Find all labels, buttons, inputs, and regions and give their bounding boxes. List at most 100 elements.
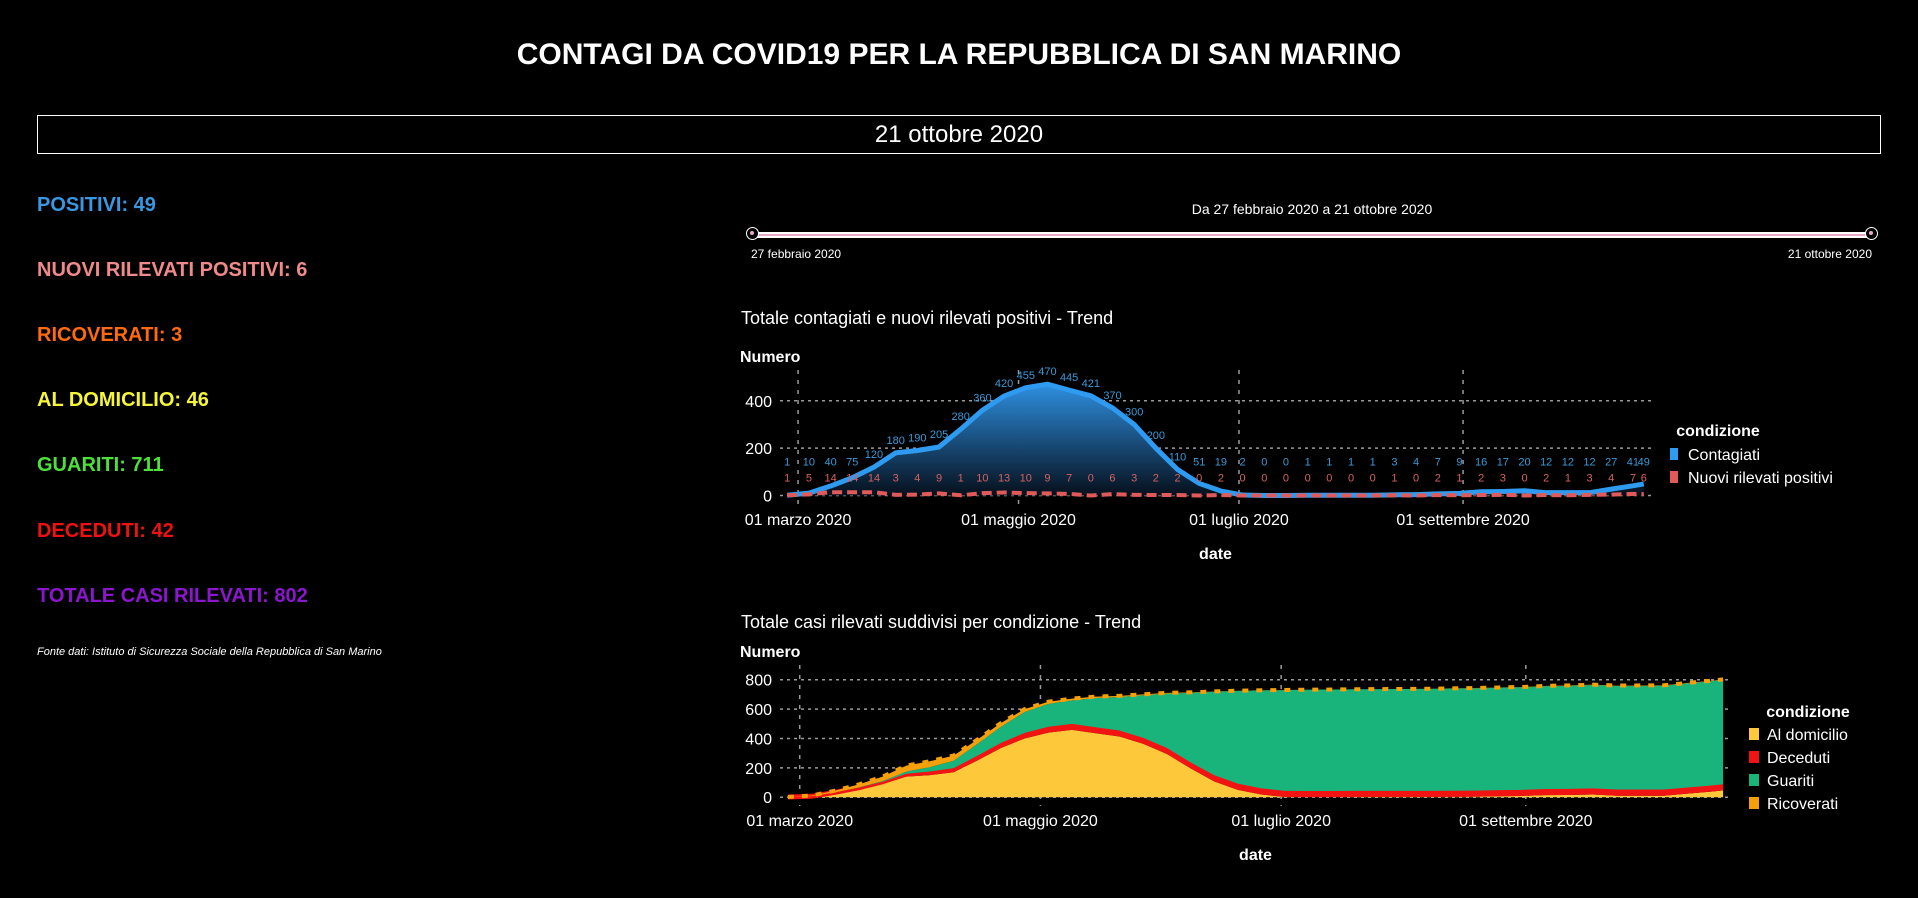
x-tick-label: 01 luglio 2020 [1189,512,1289,529]
area-al-domicilio [787,729,1724,798]
nuovi-data-label: 0 [1326,473,1332,485]
contagiati-data-label: 27 [1605,457,1617,469]
date-range-label: Da 27 febbraio 2020 a 21 ottobre 2020 [1191,201,1433,217]
slider-end-handle[interactable] [1865,227,1878,240]
contagiati-data-label: 421 [1082,378,1100,390]
nuovi-data-label: 2 [1174,473,1180,485]
contagiati-data-label: 1 [1326,457,1332,469]
legend-swatch [1749,797,1759,809]
date-range-slider[interactable] [746,226,1878,244]
stat-ricoverati: RICOVERATI: 3 [37,324,183,346]
contagiati-data-label: 300 [1125,406,1143,418]
contagiati-data-label: 190 [908,433,926,445]
contagiati-data-label: 17 [1497,457,1509,469]
contagiati-data-label: 1 [784,457,790,469]
nuovi-data-label: 6 [1641,473,1647,485]
contagiati-data-label: 12 [1583,457,1595,469]
nuovi-data-label: 7 [1066,473,1072,485]
nuovi-data-label: 9 [936,473,942,485]
contagiati-data-label: 280 [952,411,970,423]
contagiati-data-label: 7 [1435,457,1441,469]
slider-start-label: 27 febbraio 2020 [751,247,842,261]
contagiati-data-label: 360 [973,392,991,404]
nuovi-data-label: 10 [976,473,988,485]
y-tick-label: 400 [745,731,772,748]
contagiati-data-label: 0 [1261,457,1267,469]
nuovi-data-label: 0 [1088,473,1094,485]
x-tick-label: 01 luglio 2020 [1231,813,1331,830]
legend-item: Nuovi rilevati positivi [1688,470,1833,487]
legend-item: Deceduti [1767,750,1830,767]
y-tick-label: 600 [745,702,772,719]
slider-start-handle[interactable] [746,227,759,240]
contagiati-data-label: 370 [1103,390,1121,402]
contagiati-data-label: 470 [1038,366,1056,378]
x-tick-label: 01 settembre 2020 [1396,512,1530,529]
contagiati-data-label: 110 [1169,451,1187,463]
nuovi-data-label: 2 [1478,473,1484,485]
nuovi-data-label: 2 [1153,473,1159,485]
contagiati-data-label: 420 [995,378,1013,390]
x-tick-label: 01 maggio 2020 [961,512,1076,529]
nuovi-data-label: 14 [846,473,858,485]
slider-track[interactable] [752,232,1872,238]
nuovi-data-label: 2 [1543,473,1549,485]
x-tick-label: 01 maggio 2020 [983,813,1098,830]
contagiati-data-label: 51 [1193,457,1205,469]
x-tick-label: 01 marzo 2020 [745,512,852,529]
y-axis-title: Numero [740,644,801,661]
y-axis-title: Numero [740,349,801,366]
y-tick-label: 400 [745,394,772,411]
stat-nuovi-rilevati: NUOVI RILEVATI POSITIVI: 6 [37,259,308,281]
data-source-note: Fonte dati: Istituto di Sicurezza Social… [37,646,382,658]
nuovi-data-label: 0 [1261,473,1267,485]
nuovi-data-label: 0 [1413,473,1419,485]
contagiati-data-label: 180 [886,435,904,447]
area-guariti [787,679,1724,798]
slider-selected-range [752,234,1872,236]
y-tick-label: 0 [763,489,772,506]
x-axis-title: date [1199,546,1232,563]
nuovi-data-label: 0 [1348,473,1354,485]
nuovi-data-label: 0 [1240,473,1246,485]
contagiati-data-label: 49 [1638,457,1650,469]
legend-item: Ricoverati [1767,796,1838,813]
contagiati-data-label: 120 [865,449,883,461]
legend-swatch [1749,751,1759,763]
nuovi-data-label: 7 [1630,473,1636,485]
contagiati-data-label: 200 [1147,430,1165,442]
nuovi-data-label: 2 [1218,473,1224,485]
contagiati-area [787,384,1644,496]
nuovi-data-label: 14 [868,473,880,485]
contagiati-data-label: 20 [1518,457,1530,469]
contagiati-data-label: 2 [1240,457,1246,469]
nuovi-data-label: 3 [1586,473,1592,485]
stat-guariti: GUARITI: 711 [37,454,164,476]
contagiati-data-label: 41 [1627,457,1639,469]
slider-end-label: 21 ottobre 2020 [1787,247,1872,261]
y-tick-label: 200 [745,761,772,778]
contagiati-data-label: 12 [1540,457,1552,469]
nuovi-data-label: 1 [784,473,790,485]
ricoverati-line [787,677,1724,800]
legend-swatch [1749,728,1759,740]
contagiati-data-label: 9 [1456,457,1462,469]
nuovi-data-label: 0 [1283,473,1289,485]
nuovi-data-label: 1 [1565,473,1571,485]
contagiati-data-label: 75 [846,457,858,469]
x-axis-title: date [1239,847,1272,864]
legend-swatch [1749,774,1759,786]
nuovi-data-label: 2 [1435,473,1441,485]
contagiati-data-label: 455 [1017,370,1035,382]
chart1-title: Totale contagiati e nuovi rilevati posit… [741,308,1114,328]
nuovi-data-label: 3 [1131,473,1137,485]
legend-title: condizione [1676,423,1760,440]
contagiati-data-label: 1 [1348,457,1354,469]
nuovi-data-label: 1 [1391,473,1397,485]
stat-positivi: POSITIVI: 49 [37,194,156,216]
nuovi-data-label: 13 [998,473,1010,485]
stat-totale: TOTALE CASI RILEVATI: 802 [37,585,308,607]
nuovi-data-label: 5 [806,473,812,485]
nuovi-data-label: 1 [958,473,964,485]
